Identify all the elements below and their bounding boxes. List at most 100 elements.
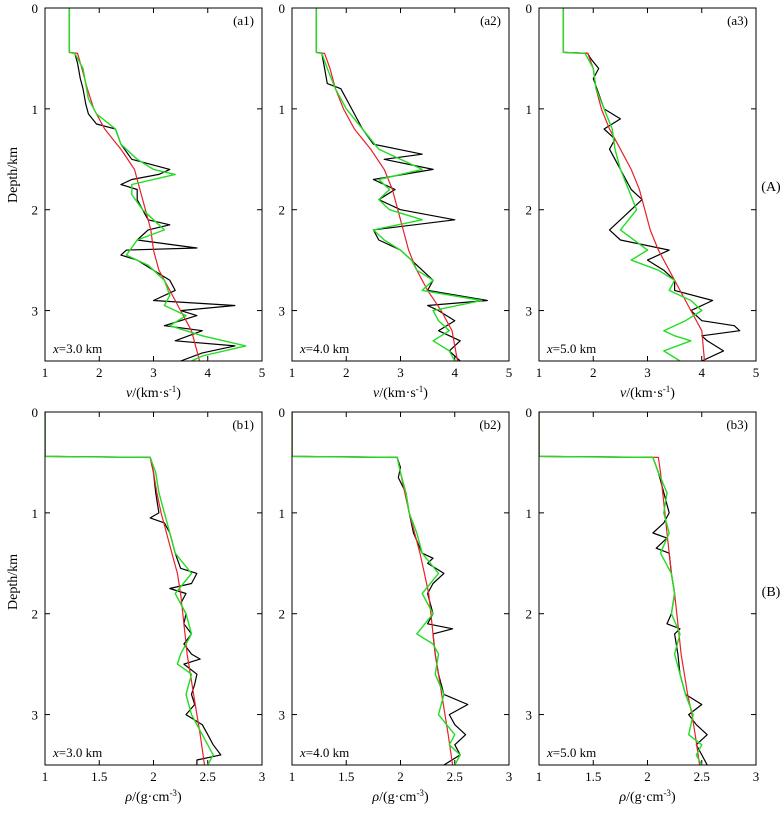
panel-tag: (b1)	[232, 417, 254, 432]
x-tick-label: 4	[699, 365, 706, 380]
y-tick-label: 2	[32, 203, 39, 218]
note-var: x	[52, 745, 59, 760]
y-tick-label: 0	[526, 1, 533, 16]
panel-note: x=4.0 km	[299, 745, 349, 760]
x-axis-label-close: )	[176, 386, 181, 401]
plot-frame	[44, 411, 263, 766]
panel-tag: (a3)	[727, 13, 748, 28]
panel-tag: (b3)	[726, 417, 748, 432]
x-axis-label-sup: -3	[416, 788, 424, 798]
series-background-line	[45, 412, 206, 765]
x-tick-label: 2.5	[694, 769, 710, 784]
x-tick-label: 3	[150, 365, 157, 380]
x-axis-label-var: v	[373, 386, 380, 401]
y-tick-label: 1	[526, 506, 533, 521]
y-tick-label: 0	[279, 1, 286, 16]
series-observed-line	[68, 8, 236, 361]
x-axis-label-unit: /(g·cm	[626, 790, 663, 805]
panel-b1: 1 1.5 2 2.5 3 0 1 2 3 (b1) x=3.0 km ρ/(g·cm-3)	[32, 405, 266, 805]
x-axis-label-close: )	[424, 790, 429, 805]
y-tick-label: 3	[32, 708, 39, 723]
plot-frame	[538, 411, 757, 766]
x-tick-label: 1	[289, 365, 296, 380]
series-background-line	[315, 8, 459, 361]
x-axis-label-close: )	[671, 790, 676, 805]
y-tick-label: 3	[32, 304, 39, 319]
x-axis-label-close: )	[177, 790, 182, 805]
x-tick-label: 2	[96, 365, 103, 380]
x-axis-label-close: )	[670, 386, 675, 401]
series-background-line	[539, 412, 701, 765]
x-tick-label: 1	[536, 365, 543, 380]
note-var: x	[299, 745, 306, 760]
x-axis-label-sup: -3	[169, 788, 177, 798]
x-axis-label-unit: /(km·s	[626, 386, 663, 401]
panel-tag: (a2)	[480, 13, 501, 28]
note-value: =3.0 km	[59, 745, 102, 760]
plot-frame	[44, 7, 263, 362]
plot-frame	[291, 411, 510, 766]
plot-frame	[291, 7, 510, 362]
x-tick-label: 2	[150, 769, 157, 784]
note-value: =5.0 km	[553, 341, 596, 356]
series-observed-line	[562, 8, 741, 361]
x-axis-label-var: ρ	[371, 790, 379, 805]
x-axis-label: ρ/(g·cm-3)	[371, 788, 429, 805]
y-tick-label: 0	[279, 405, 286, 420]
x-tick-label: 1	[42, 365, 49, 380]
x-tick-label: 5	[753, 365, 760, 380]
note-value: =3.0 km	[59, 341, 102, 356]
x-tick-label: 2	[343, 365, 350, 380]
panel-note: x=3.0 km	[52, 341, 102, 356]
series-inverted-line	[45, 412, 214, 765]
y-tick-label: 2	[279, 203, 286, 218]
x-tick-label: 2	[644, 769, 651, 784]
x-axis-label-unit: /(km·s	[379, 386, 416, 401]
series-inverted-line	[315, 8, 483, 361]
x-axis-label-unit: /(g·cm	[379, 790, 416, 805]
panel-note: x=5.0 km	[546, 341, 596, 356]
x-tick-label: 4	[205, 365, 212, 380]
y-tick-label: 1	[279, 506, 286, 521]
x-axis-label: v/(km·s-1)	[373, 384, 428, 401]
x-tick-label: 1.5	[338, 769, 354, 784]
series-observed-line	[45, 412, 222, 765]
y-tick-label: 1	[526, 102, 533, 117]
x-tick-label: 2	[397, 769, 404, 784]
y-tick-label: 3	[279, 708, 286, 723]
x-axis-label: ρ/(g·cm-3)	[618, 788, 676, 805]
y-tick-label: 1	[32, 506, 39, 521]
note-value: =4.0 km	[306, 745, 349, 760]
x-tick-label: 5	[506, 365, 513, 380]
x-axis-label-unit: /(g·cm	[132, 790, 169, 805]
x-axis-label-sup: -3	[663, 788, 671, 798]
x-tick-label: 1.5	[91, 769, 107, 784]
y-tick-label: 3	[526, 708, 533, 723]
y-tick-label: 0	[526, 405, 533, 420]
x-tick-label: 1	[42, 769, 49, 784]
panel-note: x=5.0 km	[546, 745, 596, 760]
x-tick-label: 3	[259, 769, 266, 784]
x-axis-label-var: ρ	[124, 790, 132, 805]
x-tick-label: 2.5	[200, 769, 216, 784]
panel-b3: 1 1.5 2 2.5 3 0 1 2 3 (b3) x=5.0 km ρ/(g·cm-3)	[526, 405, 760, 805]
x-axis-label-var: ρ	[618, 790, 626, 805]
x-axis-label-unit: /(km·s	[132, 386, 169, 401]
panel-tag: (b2)	[479, 417, 501, 432]
x-tick-label: 5	[259, 365, 266, 380]
series-inverted-line	[68, 8, 247, 361]
panel-a2: 1 2 3 4 5 0 1 2 3 (a2) x=4.0 km v/(km·s-1)	[279, 1, 513, 401]
note-value: =5.0 km	[553, 745, 596, 760]
y-tick-label: 1	[32, 102, 39, 117]
row-label-b: (B)	[762, 585, 781, 600]
x-axis-label: v/(km·s-1)	[126, 384, 181, 401]
y-tick-label: 2	[526, 203, 533, 218]
x-axis-label-sup: -1	[169, 384, 177, 394]
x-tick-label: 3	[506, 769, 513, 784]
x-tick-label: 4	[452, 365, 459, 380]
x-axis-label-var: v	[620, 386, 627, 401]
series-inverted-line	[292, 412, 461, 765]
y-tick-label: 0	[32, 1, 39, 16]
